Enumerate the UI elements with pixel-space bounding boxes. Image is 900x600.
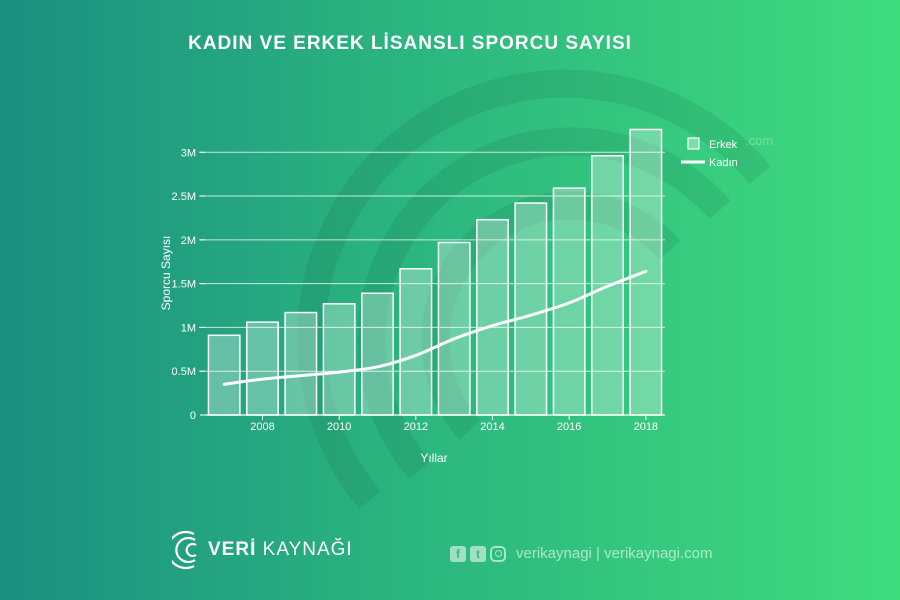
bar-erkek-2010 <box>322 303 356 416</box>
legend-label-erkek: Erkek <box>709 139 738 151</box>
brand-prefix: VERİ <box>208 539 257 560</box>
x-tick-label: 2010 <box>327 421 351 433</box>
y-tick-label: 2.5M <box>172 191 196 203</box>
bar-erkek-2007 <box>207 334 241 416</box>
brand-name: VERİ KAYNAĞI <box>208 539 353 561</box>
legend-label-kadin: Kadın <box>709 157 738 169</box>
y-tick-label: 0.5M <box>172 366 196 378</box>
bar-erkek-2011 <box>361 292 394 416</box>
y-tick-label: 1M <box>181 322 196 334</box>
bar-erkek-2008 <box>246 321 279 416</box>
brand-suffix: KAYNAĞI <box>262 539 353 560</box>
watermark-text: .com <box>745 133 774 148</box>
social-bar: f t verikaynagi | verikaynagi.com <box>450 545 712 562</box>
y-axis-title: Sporcu Sayısı <box>159 236 173 311</box>
x-tick-label: 2014 <box>480 421 504 433</box>
twitter-icon[interactable]: t <box>470 545 486 562</box>
y-tick-label: 1.5M <box>172 279 196 291</box>
bar-erkek-2013 <box>437 241 471 416</box>
instagram-icon[interactable] <box>490 545 506 562</box>
y-tick-label: 0 <box>190 410 196 422</box>
x-tick-label: 2016 <box>557 421 581 433</box>
bar-erkek-2009 <box>284 311 318 416</box>
signal-logo-icon <box>172 530 197 570</box>
y-tick-label: 3M <box>181 147 196 159</box>
social-handle-text: verikaynagi | verikaynagi.com <box>516 545 713 562</box>
legend-swatch-erkek <box>687 137 700 150</box>
brand-logo: VERİ KAYNAĞI <box>172 528 353 572</box>
y-tick-label: 2M <box>181 235 196 247</box>
facebook-icon[interactable]: f <box>450 545 466 562</box>
x-tick-label: 2018 <box>634 421 658 433</box>
chart-title: KADIN VE ERKEK LİSANSLI SPORCU SAYISI <box>188 33 632 54</box>
line-kadin <box>222 269 648 386</box>
x-tick-label: 2012 <box>404 421 428 433</box>
x-tick-label: 2008 <box>250 421 274 433</box>
bar-erkek-2018 <box>629 128 663 416</box>
bar-erkek-2015 <box>514 202 548 416</box>
x-axis-title: Yıllar <box>420 451 447 465</box>
bar-erkek-2012 <box>399 267 433 416</box>
bar-erkek-2014 <box>476 218 509 416</box>
